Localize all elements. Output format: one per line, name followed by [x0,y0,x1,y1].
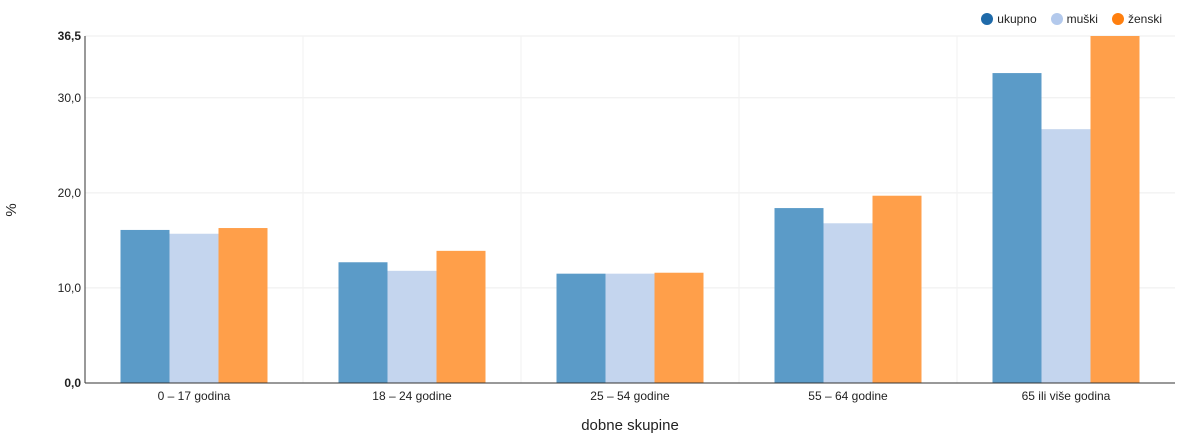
bar-ukupno-3[interactable] [774,208,824,383]
y-tick-label: 30,0 [58,91,82,105]
legend-label-zenski: ženski [1127,12,1162,26]
bar-ukupno-4[interactable] [992,73,1042,383]
x-tick-labels: 0 – 17 godina 18 – 24 godine 25 – 54 godin… [158,389,1111,403]
x-tick-label: 25 – 54 godine [590,389,670,403]
bar-muski-0[interactable] [169,233,219,383]
legend-label-muski: muški [1066,12,1098,26]
y-tick-label: 10,0 [58,281,82,295]
legend-swatch-ukupno [981,13,994,25]
bar-zenski-1[interactable] [436,250,486,383]
y-tick-label: 0,0 [64,376,81,390]
bar-zenski-2[interactable] [654,272,704,383]
chart-legend: ukupno muški ženski [981,12,1162,26]
bar-muski-4[interactable] [1041,129,1091,383]
y-axis-title: % [3,203,20,216]
y-tick-label: 20,0 [58,186,82,200]
bar-muski-3[interactable] [823,223,873,383]
x-tick-label: 18 – 24 godine [372,389,452,403]
legend-swatch-zenski [1111,13,1124,25]
x-axis-title: dobne skupine [581,417,679,433]
x-tick-label: 65 ili više godina [1022,389,1111,403]
legend-label-ukupno: ukupno [997,12,1037,26]
y-tick-label: 36,5 [58,29,82,43]
bar-muski-1[interactable] [387,270,437,383]
bar-ukupno-2[interactable] [556,273,606,383]
axes-group [84,36,1175,384]
y-tick-labels: 0,0 10,0 20,0 30,0 36,5 [58,29,82,390]
legend-item-muski[interactable]: muški [1050,12,1098,26]
bar-zenski-0[interactable] [218,228,268,383]
bar-zenski-3[interactable] [872,195,922,383]
legend-item-zenski[interactable]: ženski [1111,12,1162,26]
bars-group [120,36,1140,383]
bar-ukupno-1[interactable] [338,262,388,383]
bar-zenski-4[interactable] [1090,36,1140,383]
legend-swatch-muski [1050,13,1063,25]
x-tick-label: 55 – 64 godine [808,389,888,403]
bar-muski-2[interactable] [605,273,655,383]
x-tick-label: 0 – 17 godina [158,389,231,403]
bar-ukupno-0[interactable] [120,229,170,383]
legend-item-ukupno[interactable]: ukupno [981,12,1037,26]
